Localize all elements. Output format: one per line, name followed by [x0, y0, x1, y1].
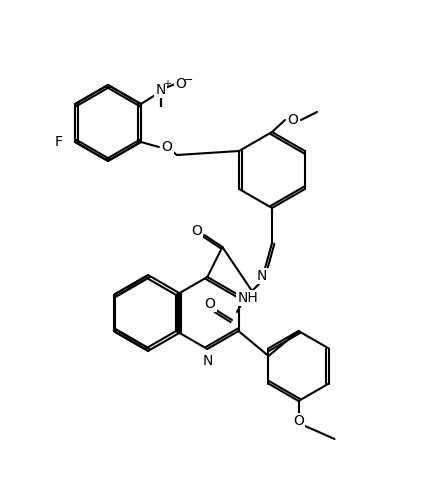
- Text: O: O: [191, 224, 202, 238]
- Text: N: N: [257, 269, 267, 283]
- Text: O: O: [204, 297, 216, 311]
- Text: −: −: [184, 75, 193, 85]
- Text: O: O: [176, 77, 186, 91]
- Text: N: N: [202, 354, 213, 368]
- Text: N: N: [156, 83, 166, 97]
- Text: NH: NH: [238, 291, 259, 305]
- Text: O: O: [288, 113, 299, 127]
- Text: +: +: [163, 79, 171, 89]
- Text: O: O: [161, 140, 173, 154]
- Text: O: O: [293, 414, 304, 428]
- Text: F: F: [55, 135, 63, 149]
